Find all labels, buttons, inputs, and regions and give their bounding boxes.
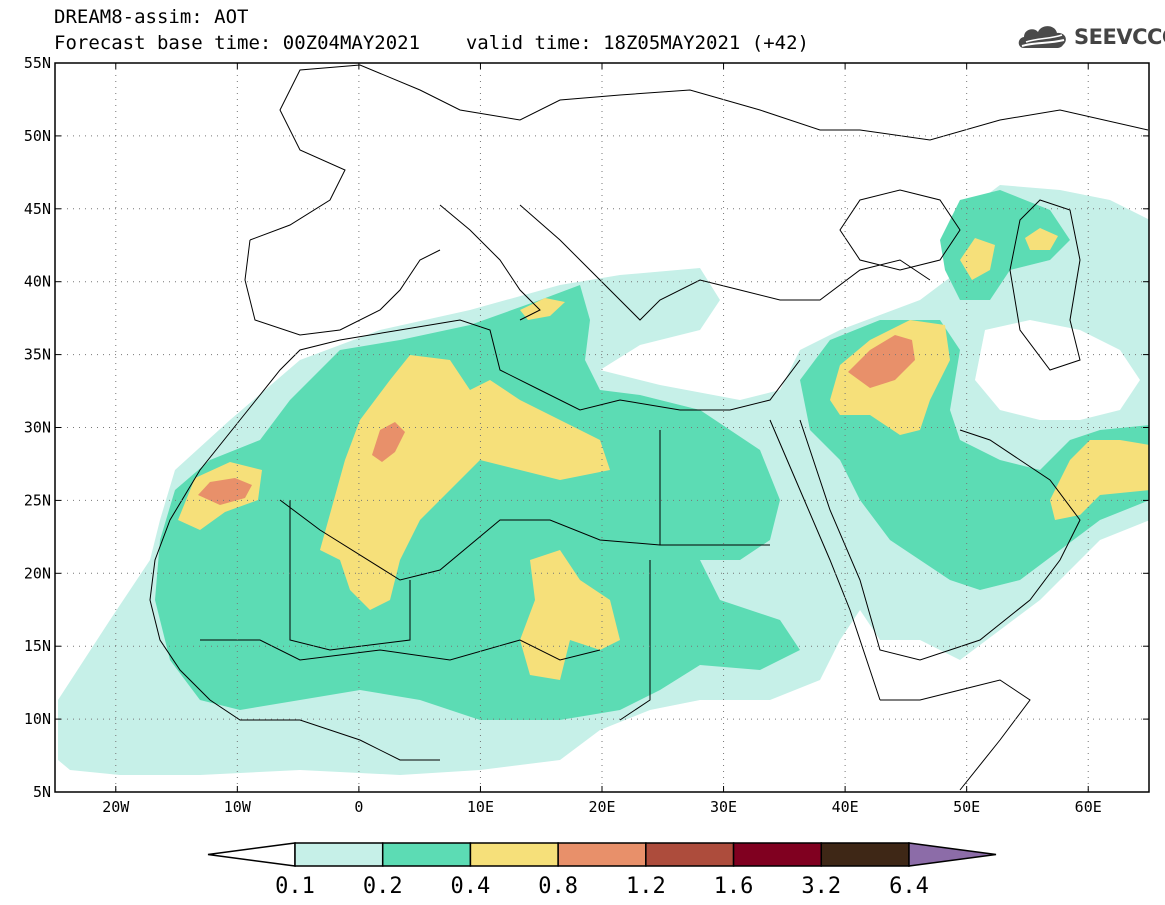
lat-tick-label: 55N (24, 54, 51, 72)
border-sahara-2 (289, 500, 411, 651)
lon-tick-label: 50E (953, 798, 980, 816)
map-title: DREAM8-assim: AOT (54, 6, 249, 28)
border-sudan (619, 560, 651, 721)
lat-tick-label: 10N (24, 710, 51, 728)
aot-contour-yellow-5 (960, 238, 995, 280)
lon-tick-label: 20E (588, 798, 615, 816)
lon-tick-label: 30E (710, 798, 737, 816)
coastline-caspian (1009, 199, 1081, 371)
lon-tick-label: 0 (354, 798, 363, 816)
colorbar-segment (557, 842, 647, 867)
colorbar-label: 0.1 (275, 874, 315, 899)
border-sahel (200, 639, 601, 661)
border-egypt (659, 430, 770, 546)
lon-tick-label: 40E (832, 798, 859, 816)
colorbar-label: 1.6 (714, 874, 754, 899)
colorbar: 0.1 0.2 0.4 0.8 1.2 1.6 3.2 6.4 (207, 842, 997, 899)
colorbar-label: 3.2 (801, 874, 841, 899)
lon-tick-label: 20W (102, 798, 130, 816)
lat-tick-label: 45N (24, 200, 51, 218)
base-time: Forecast base time: 00Z04MAY2021 (54, 32, 421, 54)
lon-tick-label: 10E (467, 798, 494, 816)
time-info: Forecast base time: 00Z04MAY2021 valid t… (54, 32, 809, 54)
colorbar-upper-triangle (908, 842, 997, 867)
colorbar-segment (645, 842, 735, 867)
coastline-west-africa (149, 419, 440, 761)
aot-contour-orange-2 (198, 478, 252, 505)
logo-text: SEEVCCC (1074, 25, 1165, 49)
lon-tick-label: 10W (224, 798, 252, 816)
coastline-italy (439, 204, 541, 321)
seevccc-logo: SEEVCCC (1016, 22, 1165, 52)
aot-void-east (975, 320, 1140, 420)
coastline-red-sea (769, 419, 881, 701)
border-sahara-1 (279, 499, 661, 581)
lat-tick-label: 5N (33, 783, 51, 801)
cloud-icon (1018, 26, 1066, 48)
aot-contour-yellow-2 (520, 550, 620, 680)
colorbar-label: 6.4 (889, 874, 929, 899)
aot-contour-medium (155, 285, 800, 720)
colorbar-segment (469, 842, 559, 867)
coastline-arabia (799, 419, 1081, 661)
lat-tick-label: 20N (24, 564, 51, 582)
coastlines (149, 64, 1149, 791)
aot-contour-orange-3 (848, 335, 915, 388)
coastline-europe (249, 64, 1149, 241)
lon-tick-label: 60E (1075, 798, 1102, 816)
lat-tick-label: 25N (24, 491, 51, 509)
colorbar-label: 1.2 (626, 874, 666, 899)
coastline-balkans (519, 204, 931, 321)
coastline-horn-africa (880, 679, 1031, 791)
coastline-black-sea (839, 189, 961, 271)
aot-contour-orange-1 (372, 422, 405, 462)
colorbar-label: 0.8 (538, 874, 578, 899)
colorbar-segment (820, 842, 910, 867)
lat-tick-label: 40N (24, 273, 51, 291)
coastline-north-africa (239, 319, 801, 421)
lat-tick-label: 30N (24, 419, 51, 437)
lat-tick-label: 15N (24, 637, 51, 655)
coastline-iberia (244, 239, 441, 336)
colorbar-segment (294, 842, 384, 867)
colorbar-segment (732, 842, 823, 867)
lat-tick-label: 50N (24, 127, 51, 145)
colorbar-label: 0.4 (451, 874, 491, 899)
lat-tick-label: 35N (24, 346, 51, 364)
aot-contour-yellow-1 (320, 355, 610, 610)
colorbar-segment (381, 842, 472, 867)
aot-contour-yellow-7 (1050, 440, 1149, 520)
colorbar-lower-triangle (207, 842, 296, 867)
aot-contour-yellow-6 (1025, 228, 1058, 250)
axis-ticks: 20W 10W 0 10E 20E 30E 40E 50E 60E 55N 50N 45N 40N 35N… (24, 54, 1149, 816)
colorbar-label: 0.2 (363, 874, 403, 899)
valid-time: valid time: 18Z05MAY2021 (+42) (465, 32, 809, 54)
